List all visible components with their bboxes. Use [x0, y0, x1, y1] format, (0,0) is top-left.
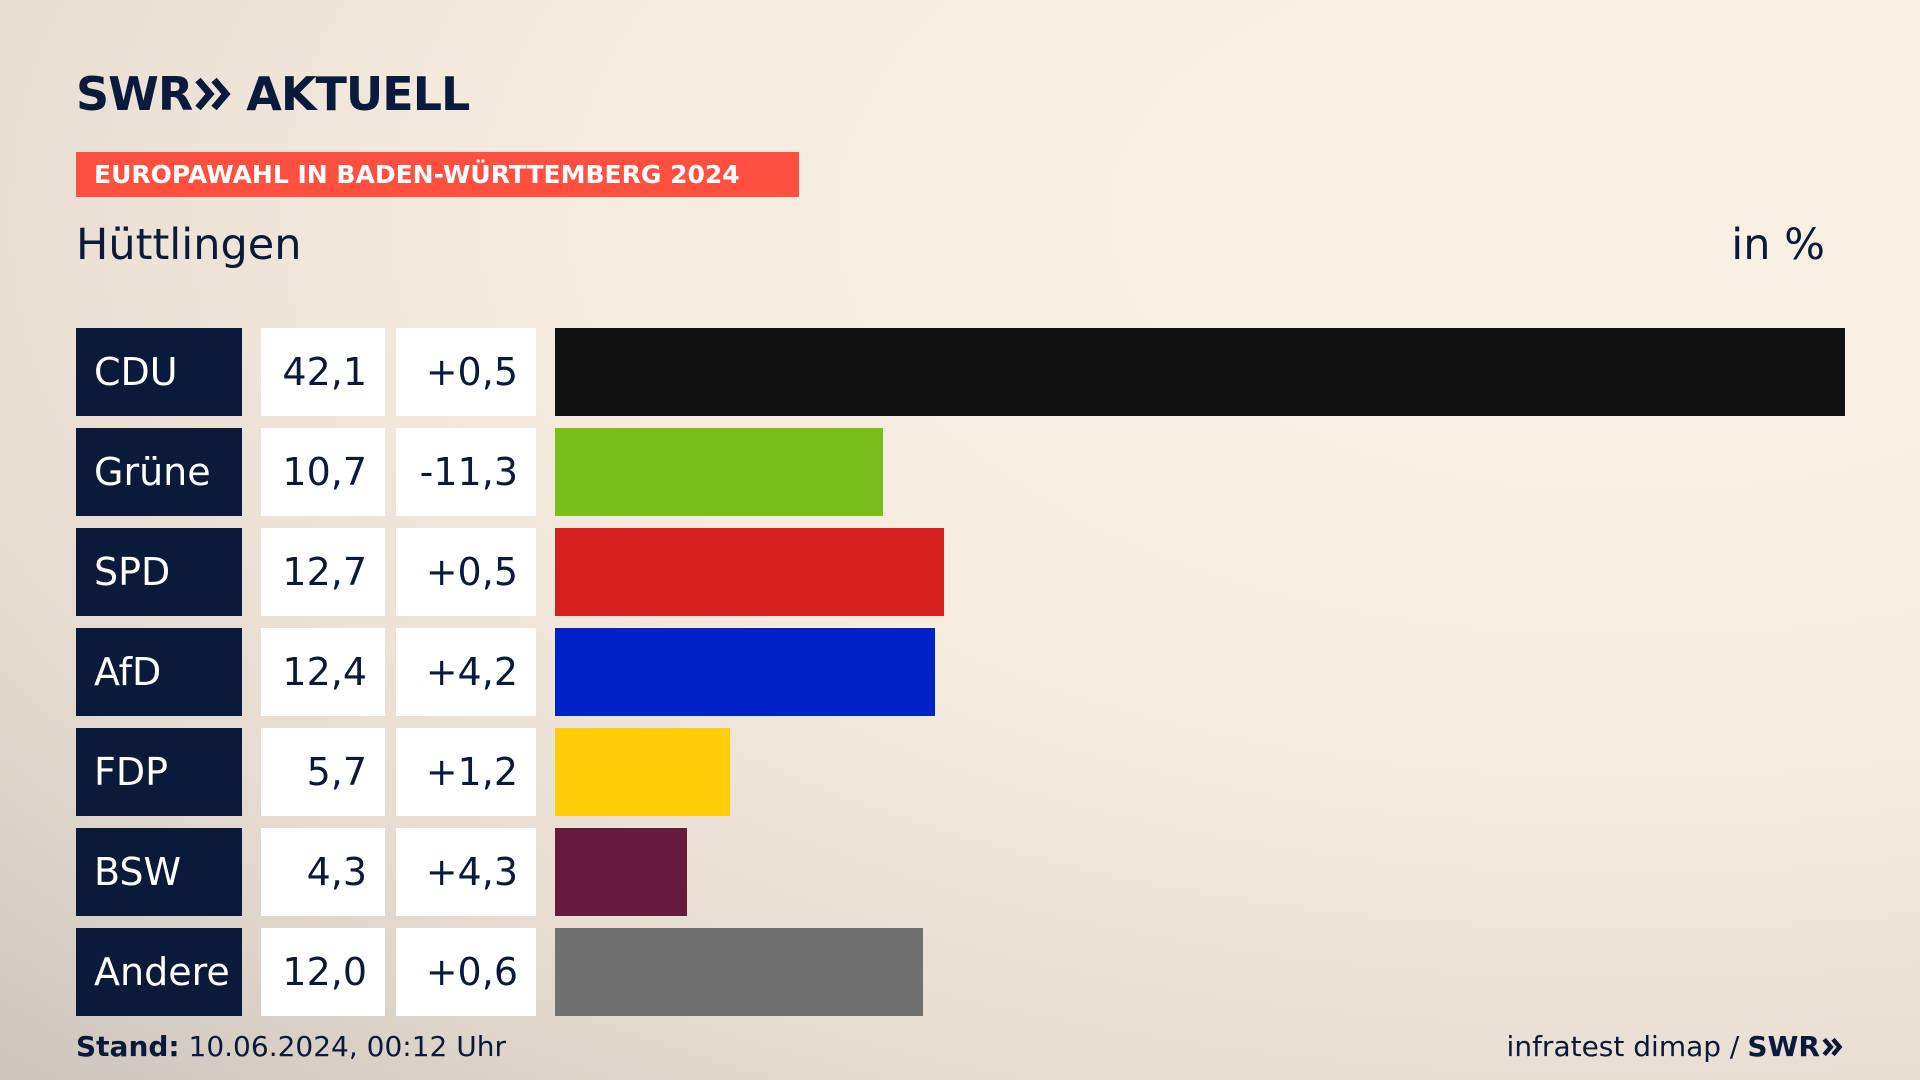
party-label: CDU [76, 328, 242, 416]
result-row: Andere 12,0 +0,6 [76, 928, 1846, 1016]
result-bar [555, 828, 687, 916]
footer-source: infratest dimap / SWR [1507, 1030, 1844, 1063]
footer-brand: SWR [1747, 1030, 1820, 1063]
vote-share-value: 10,7 [261, 428, 385, 516]
swr-aktuell-logo: SWR AKTUELL [76, 67, 470, 121]
result-row: AfD 12,4 +4,2 [76, 628, 1846, 716]
result-row: Grüne 10,7 -11,3 [76, 428, 1846, 516]
result-row: BSW 4,3 +4,3 [76, 828, 1846, 916]
stand-value: 10.06.2024, 00:12 Uhr [188, 1030, 506, 1063]
party-label: BSW [76, 828, 242, 916]
brand-name: SWR [76, 67, 193, 121]
party-label: AfD [76, 628, 242, 716]
change-value: +0,5 [396, 528, 536, 616]
unit-label: in % [1731, 220, 1825, 270]
result-row: FDP 5,7 +1,2 [76, 728, 1846, 816]
result-bar [555, 428, 883, 516]
change-value: +0,5 [396, 328, 536, 416]
party-label: Andere [76, 928, 242, 1016]
change-value: +1,2 [396, 728, 536, 816]
party-label: SPD [76, 528, 242, 616]
election-banner: EUROPAWAHL IN BADEN-WÜRTTEMBERG 2024 [76, 152, 799, 197]
result-bar [555, 528, 945, 616]
vote-share-value: 5,7 [261, 728, 385, 816]
stand-label: Stand: [76, 1030, 180, 1063]
vote-share-value: 4,3 [261, 828, 385, 916]
source-label: infratest dimap / [1506, 1030, 1740, 1063]
footer-stand: Stand: 10.06.2024, 00:12 Uhr [76, 1030, 506, 1063]
vote-share-value: 12,0 [261, 928, 385, 1016]
party-label: Grüne [76, 428, 242, 516]
result-row: CDU 42,1 +0,5 [76, 328, 1846, 416]
party-label: FDP [76, 728, 242, 816]
change-value: +4,2 [396, 628, 536, 716]
result-bar [555, 628, 935, 716]
vote-share-value: 12,4 [261, 628, 385, 716]
result-bar [555, 328, 1845, 416]
vote-share-value: 42,1 [261, 328, 385, 416]
change-value: +0,6 [396, 928, 536, 1016]
result-row: SPD 12,7 +0,5 [76, 528, 1846, 616]
region-title: Hüttlingen [76, 220, 302, 270]
change-value: -11,3 [396, 428, 536, 516]
result-bar [555, 728, 730, 816]
double-chevron-icon [195, 77, 231, 111]
change-value: +4,3 [396, 828, 536, 916]
brand-product: AKTUELL [246, 67, 470, 121]
result-bar [555, 928, 923, 1016]
double-chevron-icon [1822, 1037, 1843, 1056]
vote-share-value: 12,7 [261, 528, 385, 616]
